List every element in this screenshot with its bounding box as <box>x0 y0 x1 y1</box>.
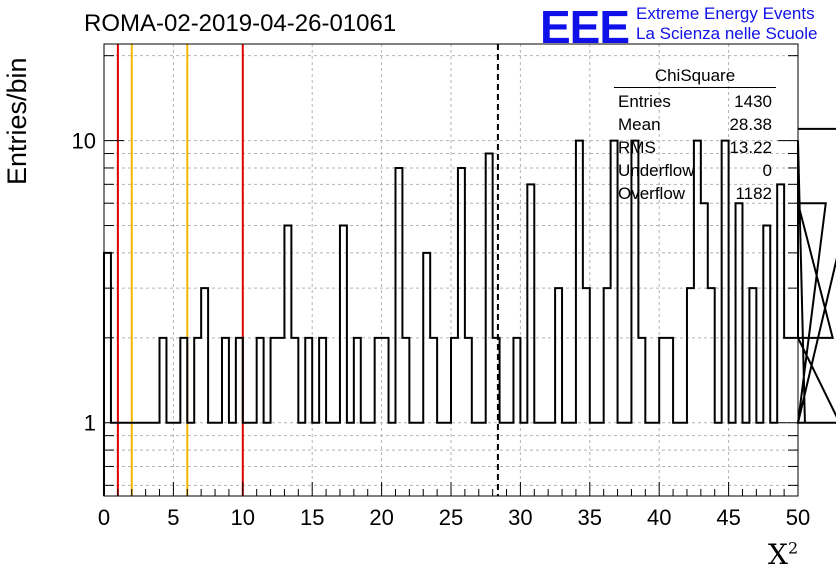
histogram-bin <box>791 338 798 496</box>
histogram-bin <box>222 338 229 496</box>
stats-title: ChiSquare <box>614 66 776 88</box>
histogram-bin <box>236 338 243 496</box>
stats-label: Entries <box>618 92 671 111</box>
x-tick-label: 15 <box>300 505 324 530</box>
histogram-bin <box>423 253 430 496</box>
stats-row-overflow: Overflow 1182 <box>614 182 776 205</box>
stats-label: RMS <box>618 138 656 157</box>
histogram-bin <box>160 338 167 496</box>
histogram-bin <box>763 226 770 496</box>
stats-value: 28.38 <box>729 115 772 134</box>
eee-logo: EEE <box>540 1 630 53</box>
stats-label: Underflow <box>618 161 695 180</box>
stats-label: Mean <box>618 115 661 134</box>
histogram-outline <box>103 127 836 496</box>
x-tick-label: 10 <box>231 505 255 530</box>
histogram-bin <box>659 338 666 496</box>
stats-row-underflow: Underflow 0 <box>614 159 776 182</box>
histogram-bin <box>687 288 694 496</box>
histogram-bin <box>271 338 278 496</box>
histogram-bin <box>278 338 285 496</box>
x-axis-label: X2 <box>768 538 798 571</box>
x-axis-label-text: X <box>768 538 788 571</box>
histogram-bin <box>305 338 312 496</box>
histogram-bin <box>430 338 437 496</box>
x-tick-label: 50 <box>786 505 810 530</box>
y-tick-label: 10 <box>72 129 96 154</box>
logo-caption-line1: Extreme Energy Events <box>636 4 815 23</box>
histogram-bin <box>555 288 562 496</box>
histogram-bin <box>784 338 791 496</box>
histogram-bin <box>284 226 291 496</box>
histogram-bin <box>354 338 361 496</box>
x-tick-label: 25 <box>439 505 463 530</box>
stats-value: 1182 <box>735 184 772 203</box>
histogram-bin <box>777 184 784 496</box>
histogram-bin <box>319 338 326 496</box>
chart-title: ROMA-02-2019-04-26-01061 <box>84 10 397 37</box>
histogram-bin <box>375 338 382 496</box>
stats-row-rms: RMS 13.22 <box>614 136 776 159</box>
histogram-bin <box>708 288 715 496</box>
axis-tick-labels: 0 5 10 15 20 25 30 35 40 45 50 1 10 <box>72 129 811 530</box>
histogram-series <box>103 127 836 496</box>
histogram-bin <box>576 141 583 496</box>
x-tick-label: 35 <box>578 505 602 530</box>
histogram-bin <box>291 338 298 496</box>
histogram-bin <box>604 288 611 496</box>
x-tick-label: 45 <box>716 505 740 530</box>
x-axis-label-superscript: 2 <box>787 538 799 558</box>
logo-caption-line2: La Scienza nelle Scuole <box>636 24 818 43</box>
stats-value: 13.22 <box>729 138 772 157</box>
histogram-bin <box>451 338 458 496</box>
y-tick-label: 1 <box>84 411 96 436</box>
histogram-bin <box>257 338 264 496</box>
x-tick-label: 5 <box>167 505 179 530</box>
x-tick-label: 20 <box>369 505 393 530</box>
histogram-bin <box>382 338 389 496</box>
histogram-bin <box>513 338 520 496</box>
stats-box: ChiSquare Entries 1430 Mean 28.38 RMS 13… <box>614 66 776 205</box>
reference-lines <box>116 44 499 496</box>
stats-label: Overflow <box>618 184 686 203</box>
stats-row-entries: Entries 1430 <box>614 90 776 113</box>
histogram-bin <box>701 203 708 496</box>
histogram-bin <box>395 168 402 496</box>
x-tick-label: 40 <box>647 505 671 530</box>
histogram-bin <box>458 168 465 496</box>
histogram-bin <box>736 203 743 496</box>
histogram-bin <box>201 288 208 496</box>
histogram-bin <box>340 226 347 496</box>
stats-value: 1430 <box>734 92 772 111</box>
histogram-bin <box>194 338 201 496</box>
histogram-bin <box>402 338 409 496</box>
x-tick-label: 0 <box>98 505 110 530</box>
histogram-bin <box>465 338 472 496</box>
histogram-bin <box>638 338 645 496</box>
histogram-bin <box>486 154 493 496</box>
stats-row-mean: Mean 28.38 <box>614 113 776 136</box>
stats-value: 0 <box>762 161 772 180</box>
histogram-bin <box>104 253 111 496</box>
histogram-bin <box>527 184 534 496</box>
histogram-bin <box>583 288 590 496</box>
y-axis-label: Entries/bin <box>2 57 32 185</box>
x-tick-label: 30 <box>508 505 532 530</box>
histogram-bin <box>749 288 756 496</box>
histogram-bin <box>180 338 187 496</box>
axis-ticks <box>103 55 799 496</box>
histogram-bin <box>666 338 673 496</box>
